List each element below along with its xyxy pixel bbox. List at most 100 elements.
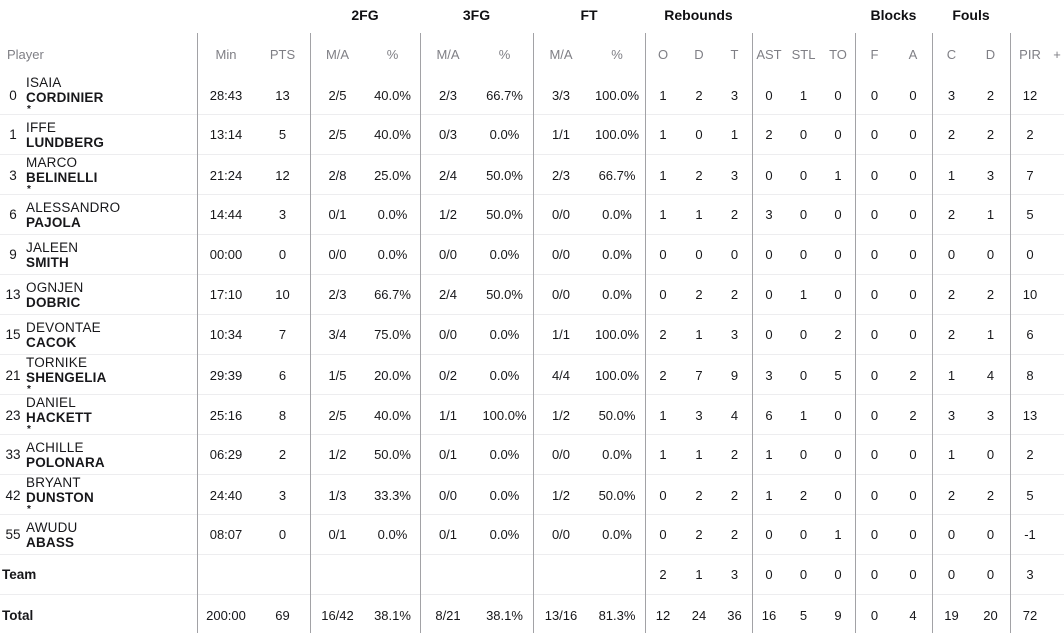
stat-reb-d: 2 bbox=[695, 527, 703, 542]
jersey-number: 9 bbox=[9, 247, 17, 262]
stat-reb-d: 1 bbox=[695, 567, 703, 582]
stat-reb-t: 3 bbox=[730, 167, 739, 183]
stat-3fg-pct: 0.0% bbox=[489, 127, 520, 142]
stat-reb-o: 1 bbox=[659, 447, 667, 462]
stat-3fg-pct: 50.0% bbox=[486, 287, 523, 302]
player-first-name: MARCO bbox=[26, 155, 78, 170]
stat-pts: 0 bbox=[278, 247, 287, 262]
col-reb-d: D bbox=[694, 46, 704, 62]
player-row[interactable]: 33 ACHILLE POLONARA 06:29 2 1/2 50.0% 0/1 0.0% 0… bbox=[0, 435, 1064, 475]
stat-3fg-ma: 2/4 bbox=[438, 167, 458, 183]
stat-2fg-pct: 25.0% bbox=[374, 167, 411, 183]
stat-to: 0 bbox=[834, 127, 842, 142]
row-label: Team bbox=[2, 567, 37, 582]
player-row[interactable]: 1 IFFE LUNDBERG 13:14 5 2/5 40.0% 0/3 0.0% 1/1 10… bbox=[0, 115, 1064, 155]
player-name: AWUDU ABASS bbox=[26, 520, 78, 550]
stat-3fg-pct: 38.1% bbox=[486, 607, 523, 623]
stat-min: 00:00 bbox=[209, 247, 243, 262]
stat-foul-d: 20 bbox=[983, 607, 998, 623]
player-row[interactable]: 23 DANIEL HACKETT * 25:16 8 2/5 40.0% 1/1 100.0%… bbox=[0, 395, 1064, 435]
stat-2fg-ma: 2/5 bbox=[328, 407, 347, 423]
stat-block-f: 0 bbox=[870, 607, 879, 623]
stat-ft-pct: 0.0% bbox=[602, 527, 632, 542]
stat-reb-t: 2 bbox=[730, 487, 739, 503]
player-row[interactable]: 6 ALESSANDRO PAJOLA 14:44 3 0/1 0.0% 1/2 50.0% 0… bbox=[0, 195, 1064, 235]
stat-stl: 5 bbox=[799, 607, 808, 623]
stat-reb-o: 2 bbox=[659, 367, 667, 383]
stat-reb-o: 0 bbox=[659, 287, 667, 302]
jersey-number: 33 bbox=[5, 447, 21, 462]
player-row[interactable]: 15 DEVONTAE CACOK 10:34 7 3/4 75.0% 0/0 0.0% 1/1… bbox=[0, 315, 1064, 355]
player-row[interactable]: 42 BRYANT DUNSTON * 24:40 3 1/3 33.3% 0/0 0.0% 1/… bbox=[0, 475, 1064, 515]
player-row[interactable]: 13 OGNJEN DOBRIC 17:10 10 2/3 66.7% 2/4 50.0% 0/… bbox=[0, 275, 1064, 315]
stat-block-a: 0 bbox=[909, 527, 917, 542]
stat-foul-c: 2 bbox=[947, 287, 956, 302]
player-row[interactable]: 55 AWUDU ABASS 08:07 0 0/1 0.0% 0/1 0.0% 0/0 0.0%… bbox=[0, 515, 1064, 555]
stat-block-f: 0 bbox=[870, 87, 879, 103]
stat-stl: 0 bbox=[799, 247, 808, 262]
player-row[interactable]: 0 ISAIA CORDINIER * 28:43 13 2/5 40.0% 2/3 66.7%… bbox=[0, 75, 1064, 115]
player-last-name: SHENGELIA bbox=[26, 370, 107, 385]
stat-3fg-ma: 0/2 bbox=[438, 367, 458, 383]
player-last-name: CACOK bbox=[26, 334, 77, 350]
stat-stl: 0 bbox=[799, 167, 808, 183]
jersey-number: 42 bbox=[5, 487, 21, 503]
stat-reb-o: 2 bbox=[659, 327, 667, 342]
stat-2fg-pct: 40.0% bbox=[374, 127, 411, 142]
player-name: DANIEL HACKETT * bbox=[26, 395, 92, 435]
stat-reb-o: 12 bbox=[655, 607, 671, 623]
player-name: IFFE LUNDBERG bbox=[26, 120, 104, 150]
stat-foul-c: 2 bbox=[947, 207, 956, 222]
player-row[interactable]: 3 MARCO BELINELLI * 21:24 12 2/8 25.0% 2/4 50.0%… bbox=[0, 155, 1064, 195]
stat-foul-d: 2 bbox=[986, 487, 995, 503]
stat-3fg-ma: 0/0 bbox=[438, 247, 458, 262]
player-row[interactable]: 9 JALEEN SMITH 00:00 0 0/0 0.0% 0/0 0.0% 0/0 0.0%… bbox=[0, 235, 1064, 275]
stat-2fg-ma: 0/1 bbox=[328, 527, 347, 542]
stat-3fg-pct: 0.0% bbox=[489, 327, 520, 342]
stat-reb-o: 0 bbox=[659, 247, 667, 262]
stat-reb-d: 1 bbox=[695, 447, 703, 462]
stat-ft-pct: 0.0% bbox=[602, 287, 632, 302]
stat-to: 2 bbox=[834, 327, 842, 342]
jersey-number: 13 bbox=[5, 287, 21, 302]
stat-2fg-ma: 16/42 bbox=[321, 607, 354, 623]
stat-block-a: 0 bbox=[909, 87, 917, 103]
player-first-name: DEVONTAE bbox=[26, 319, 101, 335]
stat-to: 5 bbox=[834, 367, 842, 383]
stat-2fg-pct: 0.0% bbox=[377, 527, 408, 542]
player-first-name: ISAIA bbox=[26, 75, 62, 90]
col-foul-d: D bbox=[985, 46, 996, 62]
player-name: BRYANT DUNSTON * bbox=[26, 475, 94, 515]
stat-3fg-pct: 0.0% bbox=[489, 487, 520, 503]
stat-reb-d: 24 bbox=[691, 607, 707, 623]
stat-stl: 0 bbox=[799, 327, 808, 342]
player-name: ALESSANDRO PAJOLA bbox=[26, 200, 120, 230]
stat-2fg-ma: 2/3 bbox=[328, 287, 347, 302]
player-name: TORNIKE SHENGELIA * bbox=[26, 355, 107, 395]
jersey-number: 15 bbox=[5, 327, 21, 342]
stat-foul-d: 1 bbox=[986, 327, 995, 342]
stat-reb-t: 2 bbox=[730, 447, 739, 462]
stat-ft-pct: 0.0% bbox=[602, 447, 632, 462]
player-name: MARCO BELINELLI * bbox=[26, 155, 98, 195]
stat-3fg-ma: 2/4 bbox=[438, 287, 458, 302]
stat-3fg-ma: 0/0 bbox=[438, 487, 458, 503]
stat-2fg-pct: 50.0% bbox=[374, 447, 411, 462]
stat-pir: 5 bbox=[1026, 487, 1034, 503]
col-ast: AST bbox=[756, 46, 782, 62]
stat-reb-o: 1 bbox=[659, 87, 667, 103]
stat-stl: 0 bbox=[799, 207, 808, 222]
player-row[interactable]: 21 TORNIKE SHENGELIA * 29:39 6 1/5 20.0% 0/2 0.0… bbox=[0, 355, 1064, 395]
stat-pir: 13 bbox=[1022, 407, 1038, 423]
stat-block-f: 0 bbox=[870, 447, 879, 462]
stat-2fg-pct: 40.0% bbox=[374, 87, 411, 103]
stat-foul-d: 3 bbox=[986, 167, 995, 183]
col-stl: STL bbox=[791, 46, 816, 62]
col-reb-o: O bbox=[657, 46, 669, 62]
stat-ast: 3 bbox=[765, 207, 773, 222]
stat-block-f: 0 bbox=[870, 327, 879, 342]
stat-foul-c: 3 bbox=[947, 87, 956, 103]
stat-reb-o: 1 bbox=[659, 167, 667, 183]
stat-block-a: 0 bbox=[909, 287, 917, 302]
player-cell: 33 ACHILLE POLONARA bbox=[0, 440, 197, 470]
